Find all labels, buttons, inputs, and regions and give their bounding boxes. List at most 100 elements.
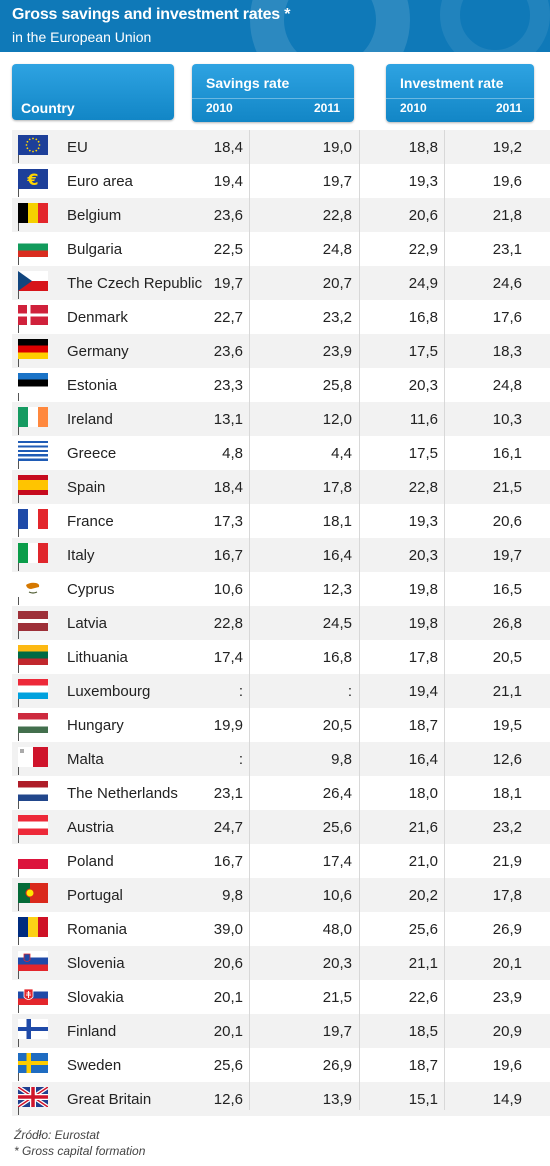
gr-flag-icon [18, 441, 48, 461]
value-s2010: 16,7 [213, 547, 243, 564]
country-name: Cyprus [67, 581, 115, 598]
pl-flag-icon [18, 849, 48, 869]
country-name: Spain [67, 479, 106, 496]
value-s2011: 48,0 [322, 921, 352, 938]
country-name: Romania [67, 921, 128, 938]
fi-flag-icon [18, 1019, 48, 1039]
value-s2011: 22,8 [322, 207, 352, 224]
value-s2011: 19,7 [322, 1023, 352, 1040]
it-flag-icon [18, 543, 48, 563]
value-s2010: 39,0 [213, 921, 243, 938]
at-flag-icon [18, 815, 48, 835]
sk-flag-icon [18, 985, 48, 1005]
value-s2011: 20,7 [322, 275, 352, 292]
value-i2011: 17,6 [492, 309, 522, 326]
value-i2010: 17,5 [408, 445, 438, 462]
value-i2010: 25,6 [408, 921, 438, 938]
table-row: Spain 18,4 17,8 22,8 21,5 [12, 470, 550, 504]
value-s2011: 24,8 [322, 241, 352, 258]
value-i2010: 20,3 [408, 377, 438, 394]
value-s2010: 23,6 [213, 207, 243, 224]
country-name: Finland [67, 1023, 117, 1040]
value-i2010: 17,8 [408, 649, 438, 666]
country-name: The Czech Republic [67, 275, 203, 292]
value-i2010: 19,3 [408, 513, 438, 530]
value-s2010: 20,6 [213, 955, 243, 972]
value-s2011: 26,9 [322, 1057, 352, 1074]
ee-flag-icon [18, 373, 48, 393]
value-s2010: 4,8 [222, 445, 243, 462]
country-name: Denmark [67, 309, 128, 326]
lu-flag-icon [18, 679, 48, 699]
value-s2011: 20,3 [322, 955, 352, 972]
value-i2010: 18,0 [408, 785, 438, 802]
value-s2011: 17,4 [322, 853, 352, 870]
country-name: Sweden [67, 1057, 122, 1074]
value-s2011: 18,1 [322, 513, 352, 530]
eu-flag-icon [18, 135, 48, 155]
value-i2011: 12,6 [492, 751, 522, 768]
value-s2010: 18,4 [213, 479, 243, 496]
column-divider [444, 130, 445, 1110]
value-i2010: 11,6 [409, 411, 438, 428]
footnote: * Gross capital formation [14, 1144, 146, 1158]
savings-year-2010: 2010 [206, 101, 233, 115]
country-name: Malta [67, 751, 104, 768]
header-divider [192, 98, 354, 99]
nl-flag-icon [18, 781, 48, 801]
country-name: Bulgaria [67, 241, 123, 258]
table-row: The Czech Republic 19,7 20,7 24,9 24,6 [12, 266, 550, 300]
value-i2011: 20,6 [492, 513, 522, 530]
value-i2010: 18,8 [408, 139, 438, 156]
country-name: Austria [67, 819, 114, 836]
investment-rate-label: Investment rate [400, 75, 504, 91]
column-divider [359, 130, 360, 1110]
savings-year-2011: 2011 [314, 101, 341, 115]
country-name: The Netherlands [67, 785, 178, 802]
value-i2010: 18,5 [408, 1023, 438, 1040]
value-i2010: 20,3 [408, 547, 438, 564]
value-i2011: 16,5 [492, 581, 522, 598]
value-i2011: 19,5 [492, 717, 522, 734]
value-s2011: 12,3 [322, 581, 352, 598]
be-flag-icon [18, 203, 48, 223]
table-row: Estonia 23,3 25,8 20,3 24,8 [12, 368, 550, 402]
value-s2011: 23,2 [322, 309, 352, 326]
value-i2010: 21,6 [408, 819, 438, 836]
value-i2011: 23,9 [492, 989, 522, 1006]
value-s2010: 12,6 [213, 1091, 243, 1108]
value-s2011: 19,7 [322, 173, 352, 190]
value-s2010: 22,8 [213, 615, 243, 632]
value-i2010: 19,8 [408, 581, 438, 598]
table-row: France 17,3 18,1 19,3 20,6 [12, 504, 550, 538]
country-name: Greece [67, 445, 117, 462]
ie-flag-icon [18, 407, 48, 427]
country-name: France [67, 513, 114, 530]
value-s2010: 22,7 [213, 309, 243, 326]
table-row: Slovenia 20,6 20,3 21,1 20,1 [12, 946, 550, 980]
dk-flag-icon [18, 305, 48, 325]
chart-subtitle: in the European Union [12, 29, 152, 45]
country-name: Hungary [67, 717, 124, 734]
value-s2010: 10,6 [213, 581, 243, 598]
table-row: Poland 16,7 17,4 21,0 21,9 [12, 844, 550, 878]
value-i2011: 20,9 [492, 1023, 522, 1040]
banner-decoration [250, 0, 410, 52]
savings-rate-header: Savings rate 2010 2011 [192, 64, 354, 122]
table-row: Lithuania 17,4 16,8 17,8 20,5 [12, 640, 550, 674]
country-name: Slovenia [67, 955, 125, 972]
svg-text:€: € [26, 170, 38, 189]
value-i2010: 22,6 [408, 989, 438, 1006]
value-i2011: 23,1 [492, 241, 522, 258]
value-i2011: 21,9 [492, 853, 522, 870]
value-i2010: 15,1 [408, 1091, 438, 1108]
value-i2011: 21,1 [492, 683, 522, 700]
value-s2010: 23,6 [213, 343, 243, 360]
table-row: Romania 39,0 48,0 25,6 26,9 [12, 912, 550, 946]
value-i2010: 21,1 [408, 955, 438, 972]
value-s2010: 25,6 [213, 1057, 243, 1074]
table-row: € Euro area 19,4 19,7 19,3 19,6 [12, 164, 550, 198]
fr-flag-icon [18, 509, 48, 529]
table-row: Greece 4,8 4,4 17,5 16,1 [12, 436, 550, 470]
value-i2011: 14,9 [492, 1091, 522, 1108]
